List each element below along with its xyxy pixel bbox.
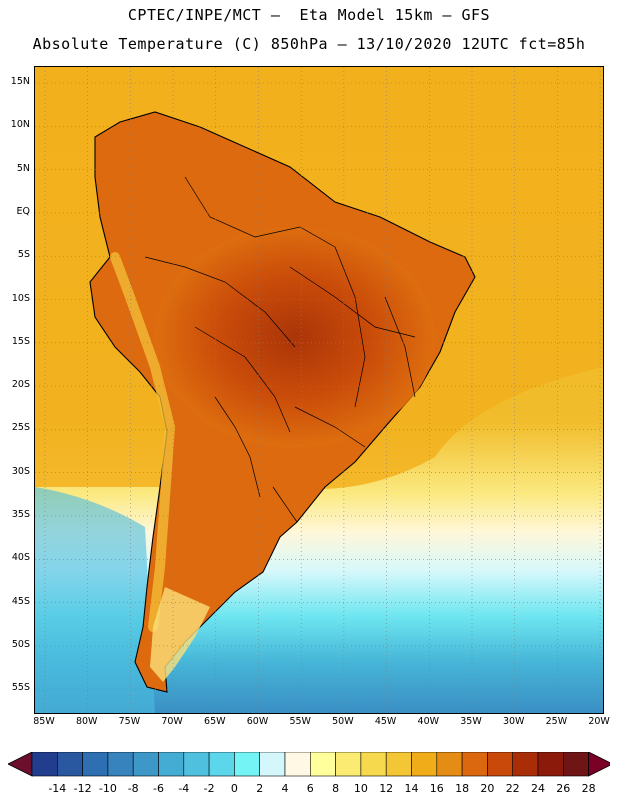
lon-label: 30W <box>502 716 525 727</box>
colorbar-label: -8 <box>127 782 139 795</box>
lat-label: 15S <box>11 335 30 347</box>
colorbar-swatch <box>158 752 185 777</box>
colorbar-swatch <box>132 752 159 777</box>
colorbar-swatch <box>537 752 564 777</box>
lat-label: 5S <box>17 249 30 261</box>
colorbar-swatch <box>385 752 412 777</box>
colorbar-label: 28 <box>581 782 596 795</box>
colorbar-label: -14 <box>48 782 67 795</box>
colorbar-label: 0 <box>230 782 238 795</box>
map-canvas <box>35 67 603 713</box>
lon-label: 25W <box>545 716 568 727</box>
colorbar-label: 2 <box>256 782 264 795</box>
title-line-2: Absolute Temperature (C) 850hPa – 13/10/… <box>32 35 586 53</box>
colorbar-swatch <box>31 752 58 777</box>
colorbar-swatch <box>562 752 589 777</box>
patagonia-cool <box>150 587 210 682</box>
colorbar-swatch <box>183 752 210 777</box>
lat-label: 20S <box>11 379 30 391</box>
lon-label: 65W <box>204 716 226 727</box>
lat-label: EQ <box>16 205 30 217</box>
lon-label: 50W <box>332 716 354 727</box>
colorbar-high-arrow <box>588 752 610 777</box>
colorbar-label: -4 <box>178 782 190 795</box>
graticule <box>35 67 603 713</box>
lat-label: 40S <box>11 552 30 564</box>
colorbar-swatch <box>411 752 438 777</box>
lon-label: 40W <box>417 716 440 727</box>
colorbar-swatch <box>436 752 463 777</box>
colorbar-label: 20 <box>480 782 495 795</box>
colorbar-label: 12 <box>379 782 394 795</box>
lon-label: 80W <box>75 716 98 727</box>
colorbar-swatch <box>512 752 539 777</box>
lat-label: 30S <box>11 465 30 477</box>
colorbar-label: -12 <box>73 782 92 795</box>
lat-label: 25S <box>11 422 30 434</box>
colorbar-label: 8 <box>332 782 340 795</box>
colorbar-swatch <box>208 752 235 777</box>
andes-strip <box>110 252 176 632</box>
lon-label: 35W <box>460 716 482 727</box>
lat-label: 5N <box>16 162 30 174</box>
colorbar-label: 24 <box>531 782 545 795</box>
lon-label: 75W <box>118 716 141 727</box>
colorbar-label: 16 <box>429 782 444 795</box>
lon-label: 20W <box>588 716 610 727</box>
colorbar-swatch <box>309 752 336 777</box>
colorbar-label: 26 <box>556 782 571 795</box>
interior-hot-core <box>155 227 435 447</box>
colorbar-label: 22 <box>505 782 520 795</box>
colorbar-label: 10 <box>353 782 368 795</box>
temperature-colorbar <box>8 752 610 777</box>
colorbar-swatch <box>56 752 83 777</box>
lat-label: 45S <box>11 595 30 607</box>
colorbar-label: 14 <box>404 782 419 795</box>
lon-label: 70W <box>161 716 183 727</box>
colorbar-swatch <box>284 752 311 777</box>
lat-label: 55S <box>11 682 30 694</box>
lat-label: 10S <box>11 292 30 304</box>
colorbar-swatch <box>107 752 134 777</box>
colorbar-low-arrow <box>8 752 33 777</box>
political-borders <box>144 176 416 523</box>
lat-label: 35S <box>11 509 30 520</box>
title-line-1: CPTEC/INPE/MCT – Eta Model 15km – GFS <box>127 6 491 24</box>
colorbar-label: -6 <box>153 782 164 795</box>
colorbar-label: -10 <box>98 782 117 795</box>
lat-label: 50S <box>11 638 30 650</box>
colorbar-label: 4 <box>281 782 289 795</box>
colorbar-swatch <box>461 752 488 777</box>
colorbar-swatch <box>487 752 513 777</box>
colorbar-swatch <box>82 752 109 777</box>
lon-label: 60W <box>246 716 269 727</box>
lon-label: 85W <box>33 716 55 727</box>
lat-label: 10N <box>10 119 30 131</box>
lon-label: 55W <box>289 716 311 727</box>
colorbar-label: 18 <box>455 782 470 795</box>
lat-label: 15N <box>10 76 30 87</box>
lon-label: 45W <box>374 716 397 727</box>
colorbar-swatch <box>335 752 362 777</box>
colorbar-swatch <box>259 752 286 777</box>
colorbar-swatch <box>360 752 387 777</box>
temperature-map <box>34 66 604 714</box>
colorbar-label: 6 <box>306 782 314 795</box>
colorbar-swatch <box>234 752 260 777</box>
south-pacific-cold <box>35 487 155 713</box>
colorbar-label: -2 <box>203 782 215 795</box>
